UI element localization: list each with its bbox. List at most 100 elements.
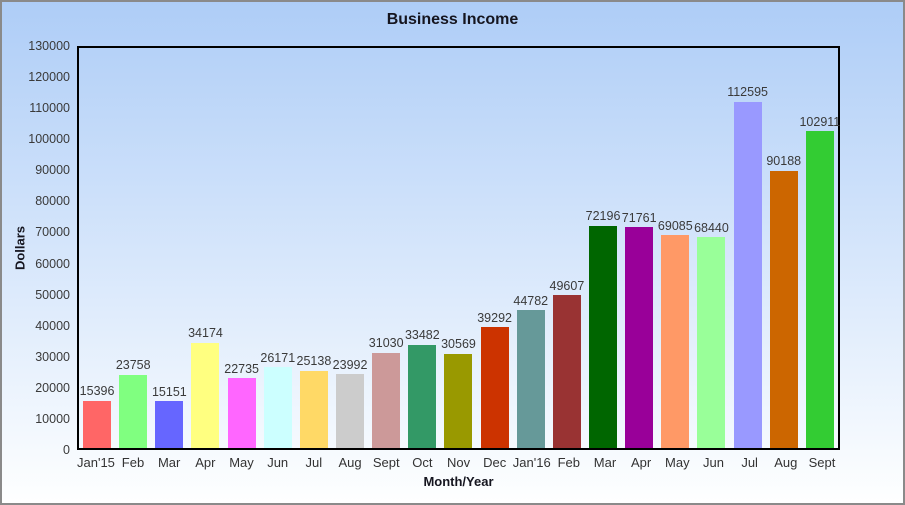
bar-slot: 25138 — [296, 48, 332, 448]
bar-slot: 49607 — [549, 48, 585, 448]
bar-slot: 22735 — [224, 48, 260, 448]
bar-slot: 26171 — [260, 48, 296, 448]
bar-value-label: 22735 — [224, 361, 260, 376]
x-axis-tick-label: May — [665, 455, 690, 470]
x-axis-title: Month/Year — [423, 474, 494, 489]
bar-slot: 30569 — [440, 48, 476, 448]
x-axis-tick-label: Aug — [774, 455, 798, 470]
bar-slot: 33482 — [404, 48, 440, 448]
bar-slot: 102911 — [799, 48, 841, 448]
x-axis-tick-label: Feb — [557, 455, 580, 470]
bar-slot: 39292 — [477, 48, 513, 448]
bar-value-label: 31030 — [368, 336, 404, 351]
bar-value-label: 34174 — [188, 326, 223, 341]
x-axis-tick-label: Apr — [631, 455, 652, 470]
bar-value-label: 15396 — [79, 384, 115, 399]
bar-slot: 71761 — [621, 48, 657, 448]
x-axis-tick-label: Mar — [157, 455, 181, 470]
bar — [263, 367, 292, 448]
y-axis-tick-label: 40000 — [35, 318, 70, 333]
bar-value-label: 44782 — [513, 293, 549, 308]
x-axis-tick-label: Jun — [702, 455, 724, 470]
bar-slot: 34174 — [187, 48, 223, 448]
bar — [83, 400, 112, 448]
bar — [589, 225, 618, 448]
x-axis-tick-label: Jan'16 — [512, 455, 551, 470]
x-axis-tick-label: Feb — [121, 455, 145, 470]
bar-slot: 90188 — [766, 48, 802, 448]
bar — [805, 131, 834, 448]
x-axis-tick-label: Jul — [741, 455, 758, 470]
x-axis-tick-label: May — [229, 455, 254, 470]
y-axis-tick-label: 20000 — [35, 380, 70, 395]
y-axis-ticks: 0 10000 20000 30000 40000 50000 60000 70000 8000… — [2, 39, 70, 457]
bar-value-label: 72196 — [585, 209, 621, 224]
bar-value-label: 15151 — [151, 384, 187, 399]
bar — [552, 295, 581, 448]
bar-value-label: 23758 — [115, 358, 151, 373]
bar-value-label: 68440 — [694, 220, 729, 235]
bar — [516, 310, 545, 448]
x-axis-tick-label: Jun — [267, 455, 289, 470]
bar-slot: 31030 — [368, 48, 404, 448]
bar — [661, 235, 690, 448]
bar-slot: 15151 — [151, 48, 187, 448]
y-axis-tick-label: 10000 — [35, 411, 70, 426]
bar — [119, 374, 148, 448]
bar-value-label: 112595 — [727, 85, 768, 100]
bar — [697, 237, 726, 448]
y-axis-tick-label: 50000 — [35, 287, 70, 302]
bar — [408, 344, 437, 448]
y-axis-tick-label: 60000 — [35, 256, 70, 271]
bar-value-label: 49607 — [549, 278, 585, 293]
bar-value-label: 30569 — [441, 337, 476, 352]
x-axis-tick-label: Oct — [412, 455, 433, 470]
x-axis-tick-label: Sept — [808, 455, 836, 470]
bar — [769, 170, 798, 448]
y-axis-tick-label: 130000 — [28, 39, 70, 53]
bar-value-label: 102911 — [799, 114, 841, 129]
y-axis-tick-label: 100000 — [28, 132, 70, 147]
x-axis-tick-label: Dec — [483, 455, 507, 470]
y-axis-tick-label: 120000 — [28, 70, 70, 85]
y-axis-tick-label: 30000 — [35, 349, 70, 364]
x-axis-tick-label: Aug — [338, 455, 362, 470]
bar — [372, 352, 401, 448]
bar-slot: 23992 — [332, 48, 368, 448]
x-axis-tick-label: Jul — [305, 455, 323, 470]
bars-row: 15396 23758 15151 34174 22735 26171 25138 23992… — [79, 48, 841, 448]
x-axis-tick-label: Mar — [593, 455, 617, 470]
bar-value-label: 69085 — [657, 218, 693, 233]
bar — [444, 353, 473, 448]
bar-value-label: 71761 — [621, 210, 657, 225]
bar — [733, 101, 762, 448]
x-axis-tick-label: Jan'15 — [77, 455, 115, 470]
bar-slot: 23758 — [115, 48, 151, 448]
bar-slot: 68440 — [693, 48, 729, 448]
x-axis-tick-label: Nov — [446, 455, 471, 470]
bar-value-label: 39292 — [477, 310, 512, 325]
bar-value-label: 33482 — [404, 328, 440, 343]
bar — [480, 327, 509, 448]
bar-slot: 44782 — [513, 48, 549, 448]
bar-slot: 15396 — [79, 48, 115, 448]
bar — [155, 401, 184, 448]
y-axis-tick-label: 110000 — [29, 101, 70, 116]
bar-slot: 112595 — [727, 48, 768, 448]
bar-slot: 69085 — [657, 48, 693, 448]
y-axis-tick-label: 90000 — [35, 163, 70, 178]
bar — [336, 374, 365, 448]
x-axis-tick-label: Sept — [372, 455, 400, 470]
bar-value-label: 90188 — [766, 154, 802, 168]
x-axis-tick-label: Apr — [195, 455, 216, 470]
bar-value-label: 26171 — [260, 350, 296, 365]
bar-slot: 72196 — [585, 48, 621, 448]
y-axis-tick-label: 70000 — [35, 225, 70, 240]
bar — [191, 342, 220, 448]
bar — [625, 227, 654, 448]
x-axis-labels: Jan'15 Feb Mar Apr May Jun Jul Aug Sept Oct Nov Dec… — [77, 455, 840, 470]
bar-value-label: 25138 — [296, 354, 332, 369]
y-axis-tick-label: 80000 — [35, 194, 70, 209]
bar-value-label: 23992 — [332, 357, 368, 372]
